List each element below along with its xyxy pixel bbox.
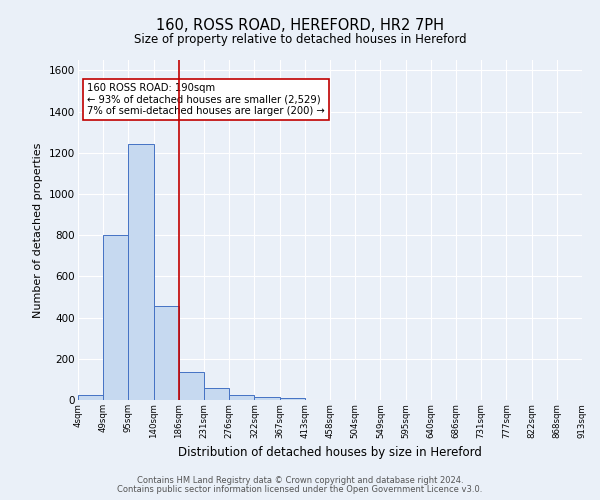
Bar bbox=[280, 398, 305, 400]
Bar bbox=[254, 397, 280, 400]
Bar bbox=[229, 395, 254, 400]
Text: Size of property relative to detached houses in Hereford: Size of property relative to detached ho… bbox=[134, 32, 466, 46]
Text: Contains public sector information licensed under the Open Government Licence v3: Contains public sector information licen… bbox=[118, 485, 482, 494]
Y-axis label: Number of detached properties: Number of detached properties bbox=[34, 142, 43, 318]
Bar bbox=[154, 306, 179, 400]
X-axis label: Distribution of detached houses by size in Hereford: Distribution of detached houses by size … bbox=[178, 446, 482, 459]
Text: Contains HM Land Registry data © Crown copyright and database right 2024.: Contains HM Land Registry data © Crown c… bbox=[137, 476, 463, 485]
Bar bbox=[103, 235, 128, 400]
Bar bbox=[128, 144, 154, 400]
Bar bbox=[179, 372, 204, 400]
Bar bbox=[204, 388, 229, 400]
Text: 160, ROSS ROAD, HEREFORD, HR2 7PH: 160, ROSS ROAD, HEREFORD, HR2 7PH bbox=[156, 18, 444, 32]
Text: 160 ROSS ROAD: 190sqm
← 93% of detached houses are smaller (2,529)
7% of semi-de: 160 ROSS ROAD: 190sqm ← 93% of detached … bbox=[87, 82, 325, 116]
Bar bbox=[78, 395, 103, 400]
